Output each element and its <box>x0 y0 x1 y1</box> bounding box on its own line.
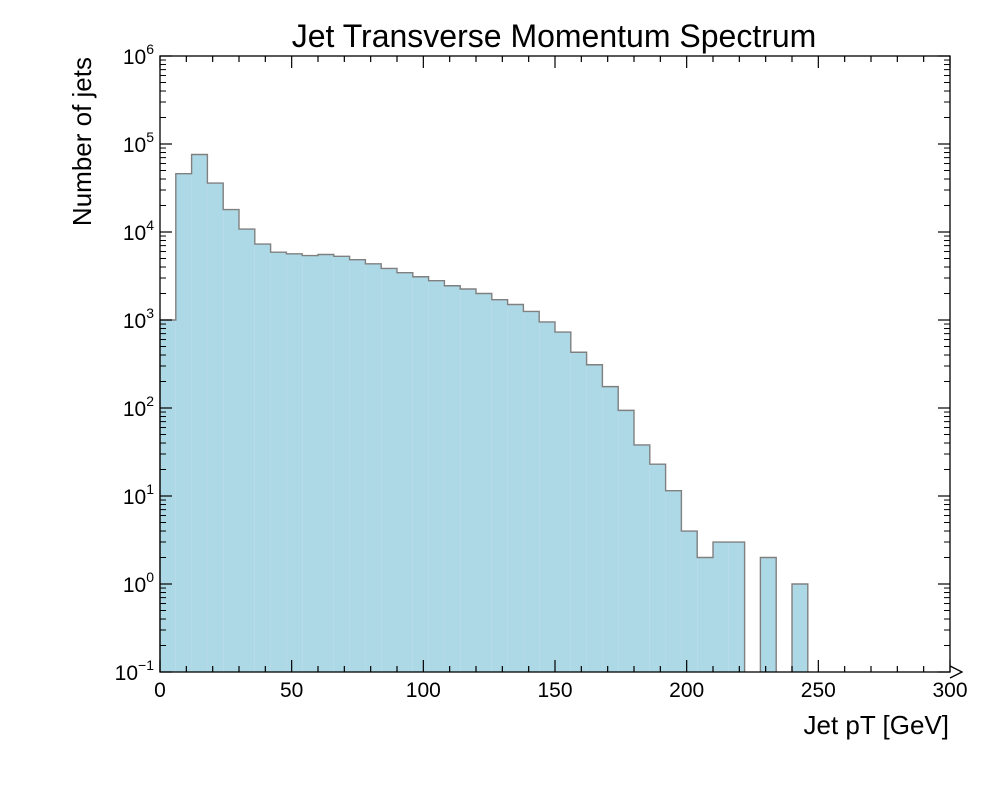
histogram-bar <box>397 272 413 672</box>
histogram-bar <box>428 280 445 672</box>
x-tick-label: 100 <box>406 679 441 702</box>
histogram-bar <box>713 542 729 672</box>
histogram-bar <box>523 311 540 672</box>
histogram-bar <box>349 259 366 672</box>
x-tick-label: 50 <box>280 679 303 702</box>
y-tick-label: 100 <box>123 569 154 597</box>
x-tick-label: 0 <box>154 679 166 702</box>
x-axis-label: Jet pT [GeV] <box>804 710 949 740</box>
histogram-bar <box>191 154 208 672</box>
histogram-bar <box>760 557 777 672</box>
histogram-bar <box>207 183 224 672</box>
histogram-bar <box>286 253 303 672</box>
x-tick-label: 200 <box>669 679 704 702</box>
x-tick-label: 150 <box>537 679 572 702</box>
histogram-bar <box>665 490 682 672</box>
y-tick-label: 102 <box>123 393 154 421</box>
x-axis-arrow-icon <box>949 665 964 679</box>
histogram-bar <box>618 410 634 672</box>
x-tick-label: 300 <box>932 679 967 702</box>
histogram-bar <box>302 255 318 672</box>
histogram-outline <box>159 153 809 672</box>
histogram-bar <box>507 304 524 672</box>
histogram-bar <box>333 256 350 672</box>
histogram-bar <box>792 584 808 672</box>
y-tick-label: 105 <box>123 129 154 157</box>
histogram-bar <box>460 289 476 672</box>
histogram-bar <box>476 293 492 672</box>
histogram-bar <box>239 229 255 672</box>
histogram-bar <box>491 299 508 672</box>
y-axis-label: Number of jets <box>67 57 97 226</box>
histogram-bar <box>412 276 429 672</box>
y-tick-label: 10−1 <box>115 657 155 685</box>
histogram-bar <box>539 321 555 672</box>
y-tick-label: 101 <box>123 481 154 509</box>
histogram-bar <box>602 386 619 672</box>
histogram-bar <box>318 254 334 673</box>
y-tick-label: 104 <box>123 217 154 245</box>
chart-title: Jet Transverse Momentum Spectrum <box>292 18 817 54</box>
y-tick-labels: 10−1 100 101 102 103 104 105 106 <box>115 41 155 685</box>
histogram-bar <box>555 332 571 672</box>
histogram-bar <box>254 244 271 672</box>
axis-ticks <box>159 55 951 673</box>
x-tick-label: 250 <box>801 679 836 702</box>
histogram-bar <box>586 364 603 672</box>
histogram-bar <box>270 252 287 672</box>
histogram-bar <box>649 464 666 672</box>
histogram-bar <box>223 209 239 673</box>
x-tick-labels: 0 50 100 150 200 250 300 <box>154 679 967 702</box>
histogram-bar <box>381 268 397 672</box>
y-tick-label: 103 <box>123 305 154 333</box>
histogram-bar <box>444 285 461 672</box>
histogram-bar <box>634 444 650 672</box>
histogram-bar <box>681 531 698 672</box>
histogram-bar <box>365 263 382 672</box>
histogram-bar <box>570 352 587 672</box>
histogram-bar <box>728 542 745 672</box>
histogram-bar <box>697 557 713 672</box>
histogram-bar <box>175 173 192 672</box>
histogram-bars <box>160 154 808 673</box>
y-tick-label: 106 <box>123 41 154 69</box>
